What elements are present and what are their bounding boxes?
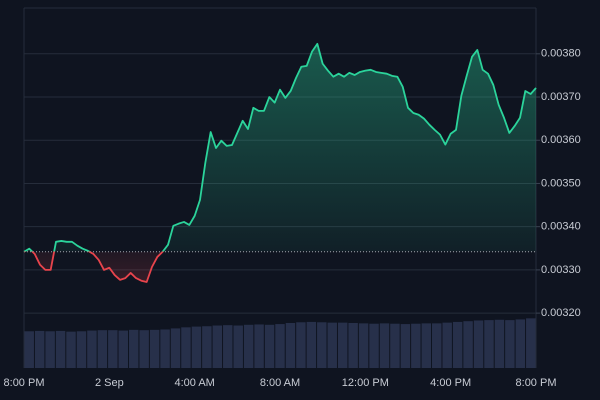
volume-bar xyxy=(139,330,149,368)
volume-bar xyxy=(254,324,264,368)
volume-bar xyxy=(400,324,411,368)
volume-bar xyxy=(181,327,191,368)
volume-bar xyxy=(191,326,202,368)
volume-bar xyxy=(432,323,442,368)
volume-bar xyxy=(212,325,223,368)
x-tick-label: 8:00 PM xyxy=(4,377,45,389)
volume-bar xyxy=(24,331,34,368)
area-fill xyxy=(24,43,536,282)
volume-bar xyxy=(34,330,45,368)
volume-bar xyxy=(348,323,358,368)
volume-bar xyxy=(233,325,243,368)
volume-bar xyxy=(275,324,285,368)
y-tick-label: 0.00330 xyxy=(541,264,581,276)
volume-bar xyxy=(411,323,421,368)
volume-bar xyxy=(76,331,87,368)
volume-bar xyxy=(442,322,452,368)
volume-bar xyxy=(66,331,76,368)
volume-bar xyxy=(526,318,536,368)
x-tick-label: 2 Sep xyxy=(95,377,124,389)
volume-bar xyxy=(128,329,139,368)
y-tick-label: 0.00370 xyxy=(541,91,581,103)
volume-bar xyxy=(296,322,306,368)
x-tick-label: 8:00 AM xyxy=(260,377,300,389)
y-tick-label: 0.00380 xyxy=(541,48,581,60)
y-tick-label: 0.00340 xyxy=(541,221,581,233)
volume-bar xyxy=(87,330,97,368)
volume-bar xyxy=(421,323,432,368)
volume-bar xyxy=(160,329,170,368)
x-tick-label: 12:00 PM xyxy=(342,377,389,389)
volume-bar xyxy=(170,328,181,368)
volume-bar xyxy=(55,330,66,368)
volume-bar xyxy=(264,324,275,368)
y-tick-label: 0.00350 xyxy=(541,177,581,189)
y-tick-label: 0.00320 xyxy=(541,307,581,319)
volume-bar xyxy=(45,331,55,368)
volume-bar xyxy=(473,320,484,368)
volume-bar xyxy=(515,319,526,368)
y-tick-label: 0.00360 xyxy=(541,134,581,146)
volume-bar xyxy=(463,321,473,368)
volume-bar xyxy=(202,326,212,368)
volume-bar xyxy=(327,322,337,368)
volume-bar xyxy=(484,320,494,368)
volume-bar xyxy=(494,319,505,368)
volume-bar xyxy=(108,330,118,368)
x-tick-label: 4:00 AM xyxy=(174,377,214,389)
volume-bar xyxy=(358,323,369,368)
volume-bar xyxy=(149,329,160,368)
volume-bar xyxy=(379,323,390,368)
volume-bar xyxy=(317,322,327,368)
volume-bar xyxy=(306,321,317,368)
volume-bar xyxy=(223,325,233,368)
x-tick-label: 4:00 PM xyxy=(430,377,471,389)
volume-bar xyxy=(118,330,128,368)
volume-bar xyxy=(243,324,254,368)
volume-bar xyxy=(505,320,515,368)
volume-bar xyxy=(452,321,463,368)
volume-bar xyxy=(369,323,379,368)
price-line xyxy=(23,42,537,283)
volume-bar xyxy=(285,323,296,368)
volume-bar xyxy=(337,322,348,368)
volume-bar xyxy=(97,330,108,368)
x-tick-label: 8:00 PM xyxy=(516,377,557,389)
volume-bar xyxy=(390,323,400,368)
